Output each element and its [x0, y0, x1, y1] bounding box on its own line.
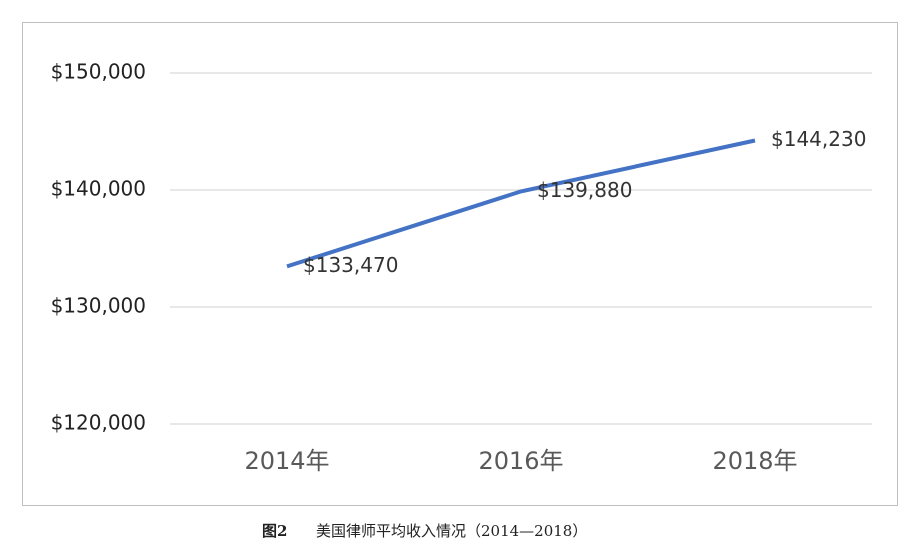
caption: 美国律师平均收入情况（2014—2018）	[316, 522, 587, 540]
x-tick-label: 2016年	[478, 447, 563, 475]
chart-frame	[22, 22, 898, 506]
caption-label: 图2	[262, 522, 287, 540]
y-tick-label: $140,000	[51, 177, 146, 201]
data-label: $144,230	[771, 127, 866, 151]
data-label: $139,880	[537, 178, 632, 202]
y-tick-label: $130,000	[51, 294, 146, 318]
y-tick-label: $150,000	[51, 60, 146, 84]
y-tick-label: $120,000	[51, 411, 146, 435]
x-tick-label: 2018年	[712, 447, 797, 475]
x-tick-label: 2014年	[244, 447, 329, 475]
line	[286, 138, 756, 269]
data-label: $133,470	[303, 253, 398, 277]
